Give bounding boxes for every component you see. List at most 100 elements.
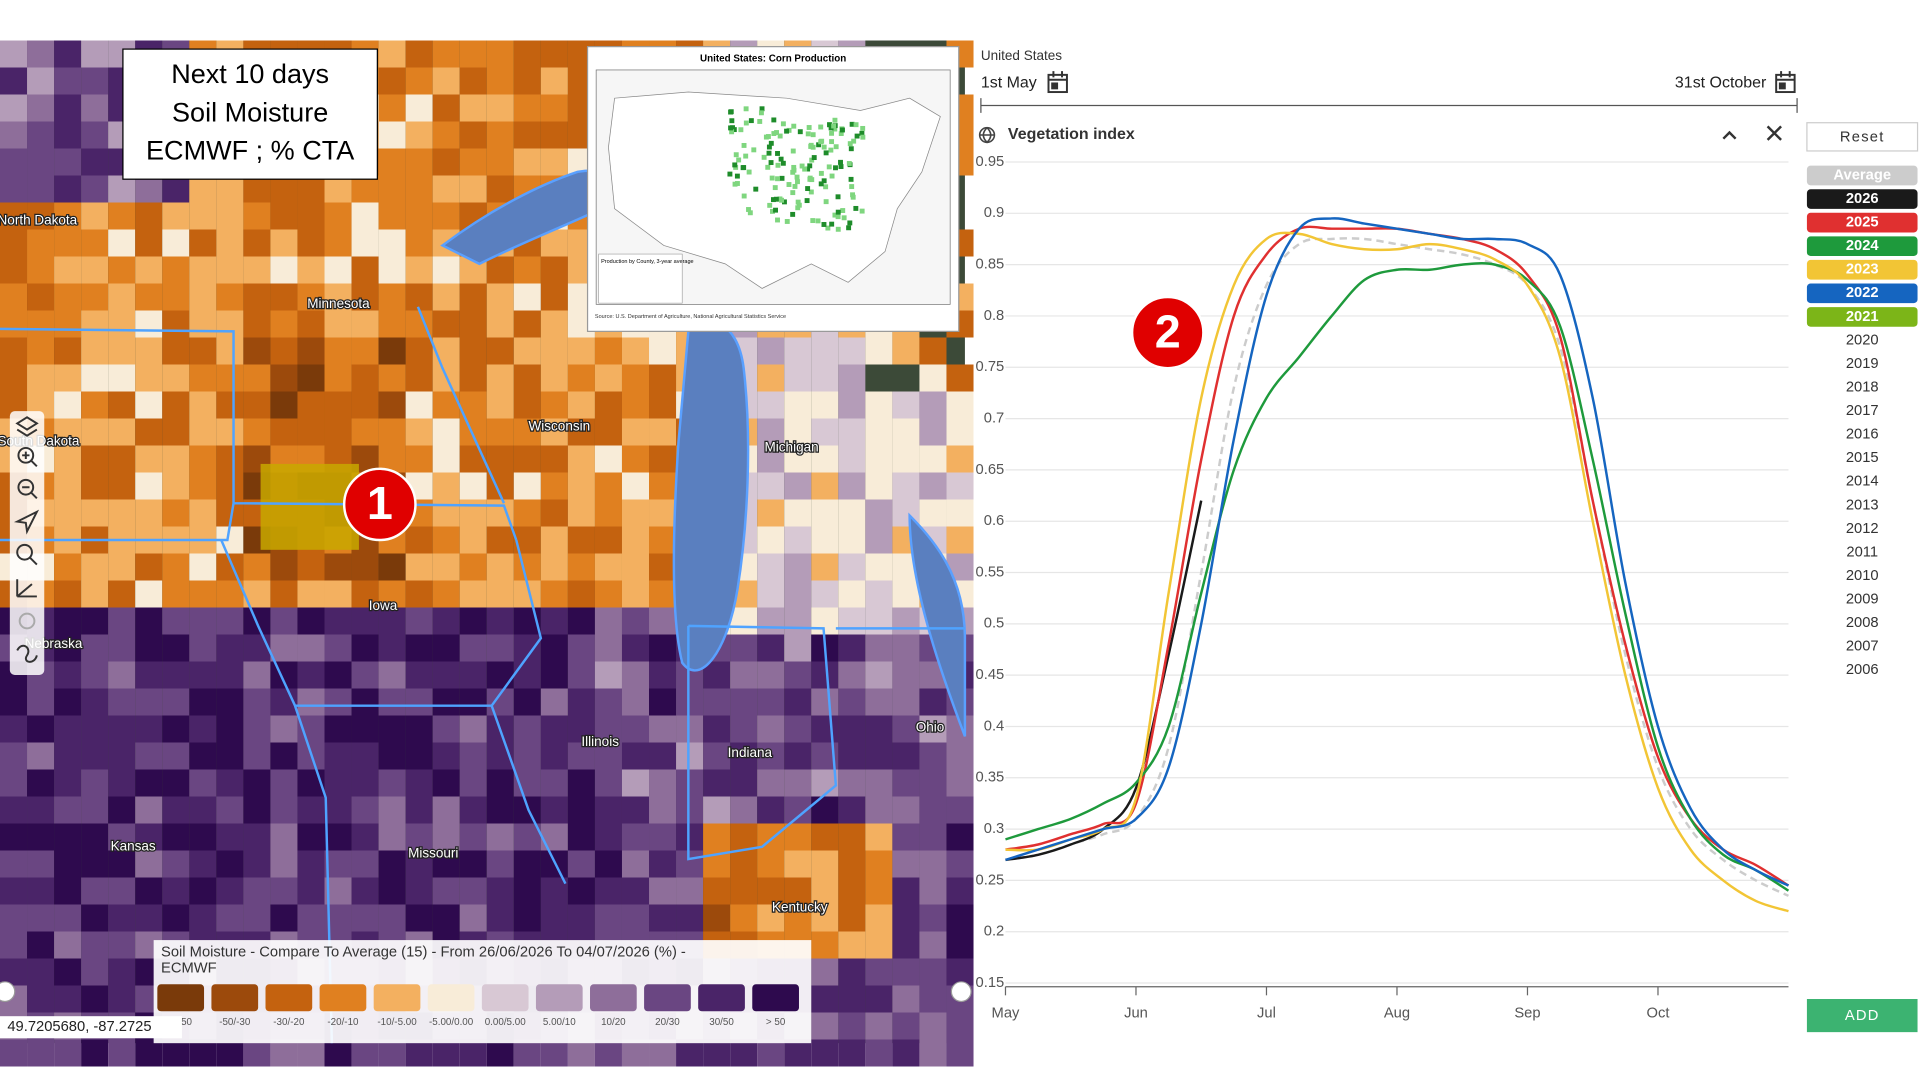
map-tile xyxy=(351,1039,379,1067)
map-tile xyxy=(432,499,460,527)
legend-swatch xyxy=(427,984,475,1012)
map-tile xyxy=(378,310,406,338)
legend-label[interactable]: 2006 xyxy=(1846,662,1879,678)
start-date[interactable]: 1st May xyxy=(981,75,1037,92)
legend-label[interactable]: 2024 xyxy=(1846,238,1880,254)
map-tile xyxy=(892,823,920,851)
close-button[interactable] xyxy=(1766,125,1782,141)
zoom-out-icon[interactable] xyxy=(17,478,35,496)
legend-label[interactable]: 2023 xyxy=(1846,262,1879,278)
map-tile xyxy=(865,418,893,446)
map-tile xyxy=(54,472,82,500)
legend-chip[interactable] xyxy=(1806,165,1918,186)
legend-label[interactable]: Average xyxy=(1833,167,1891,183)
legend-label[interactable]: 2022 xyxy=(1846,285,1879,301)
collapse-button[interactable] xyxy=(1722,130,1737,140)
map-tile xyxy=(0,310,28,338)
map-tile xyxy=(405,202,433,230)
measure-icon[interactable] xyxy=(16,579,37,598)
legend-chip[interactable] xyxy=(1806,212,1918,233)
end-date[interactable]: 31st October xyxy=(1675,75,1767,92)
add-label[interactable]: ADD xyxy=(1845,1008,1880,1024)
scroll-left[interactable] xyxy=(0,981,16,1003)
reset-label[interactable]: Reset xyxy=(1840,129,1885,145)
search-icon[interactable] xyxy=(16,543,33,561)
map-tile xyxy=(189,418,217,446)
scroll-right[interactable] xyxy=(950,981,972,1003)
locate-icon[interactable] xyxy=(13,509,40,535)
map-tile xyxy=(838,904,866,932)
map-tile xyxy=(351,580,379,608)
legend-label[interactable]: 2021 xyxy=(1846,309,1879,325)
map-tile xyxy=(81,121,109,149)
add-button[interactable] xyxy=(1806,999,1918,1033)
draw-icon[interactable] xyxy=(16,644,38,663)
legend-label[interactable]: 2012 xyxy=(1846,521,1879,537)
map-tile xyxy=(189,715,217,743)
layers-icon[interactable] xyxy=(15,416,39,437)
map-tile xyxy=(838,769,866,797)
map-tile xyxy=(540,769,568,797)
legend-label[interactable]: 2014 xyxy=(1846,474,1879,490)
map-tile xyxy=(459,796,487,824)
legend-label[interactable]: 2018 xyxy=(1846,379,1879,395)
inset-dot xyxy=(741,142,747,148)
legend-label[interactable]: 2009 xyxy=(1846,592,1879,608)
inset-dot xyxy=(807,163,813,169)
date-slider[interactable] xyxy=(980,98,1798,113)
map-tile xyxy=(108,742,136,770)
map-tile xyxy=(135,391,163,419)
legend-chip[interactable] xyxy=(1806,236,1918,257)
inset-dot xyxy=(853,122,859,128)
map-tile xyxy=(324,1039,352,1067)
map-tile xyxy=(135,418,163,446)
map-tile xyxy=(297,823,325,851)
calendar-icon[interactable] xyxy=(1047,71,1068,94)
legend-label[interactable]: 2020 xyxy=(1846,332,1879,348)
map-tile xyxy=(243,175,271,203)
legend-chip[interactable] xyxy=(1806,283,1918,304)
inset-us xyxy=(608,91,941,289)
map-tile xyxy=(189,1039,217,1067)
map-tile xyxy=(459,121,487,149)
legend-chip[interactable] xyxy=(1806,189,1918,209)
map-tile xyxy=(108,796,136,824)
legend-label[interactable]: 2017 xyxy=(1846,403,1879,419)
map-tile xyxy=(486,364,514,392)
legend-chip[interactable] xyxy=(1806,307,1918,327)
map-tile xyxy=(811,553,839,581)
inset-dot xyxy=(859,130,865,136)
inset-dot xyxy=(773,207,778,213)
legend-label[interactable]: 2015 xyxy=(1846,450,1879,466)
legend-label[interactable]: 2010 xyxy=(1846,568,1879,584)
map-tile xyxy=(703,769,731,797)
legend-label[interactable]: 2019 xyxy=(1846,356,1879,372)
legend-chip[interactable] xyxy=(1806,259,1918,280)
map-tile xyxy=(27,931,55,959)
inset-dot xyxy=(780,121,786,127)
map-tile xyxy=(54,823,82,851)
calendar-icon[interactable] xyxy=(1775,71,1796,94)
legend-label[interactable]: 2013 xyxy=(1846,497,1879,513)
zoom-in-icon[interactable] xyxy=(17,446,35,464)
map-tile xyxy=(594,742,622,770)
gps-icon[interactable] xyxy=(18,612,36,630)
map-tile xyxy=(378,229,406,257)
legend-label[interactable]: 2026 xyxy=(1846,191,1879,207)
map-tile xyxy=(243,364,271,392)
map-tile xyxy=(108,877,136,905)
legend-label[interactable]: 2008 xyxy=(1846,615,1879,631)
legend-label[interactable]: 2025 xyxy=(1846,215,1879,231)
map-tile xyxy=(270,877,298,905)
map-tile xyxy=(135,229,163,257)
map-tile xyxy=(784,499,812,527)
map-tile xyxy=(919,364,947,392)
reset-button[interactable] xyxy=(1806,122,1919,152)
inset-dot xyxy=(816,142,822,148)
map-tile xyxy=(567,877,595,905)
legend-label[interactable]: 2016 xyxy=(1846,427,1879,443)
legend-label[interactable]: 2007 xyxy=(1846,639,1879,655)
legend-label[interactable]: 2011 xyxy=(1846,544,1878,560)
inset-dot xyxy=(835,226,841,232)
map-tile xyxy=(81,391,109,419)
